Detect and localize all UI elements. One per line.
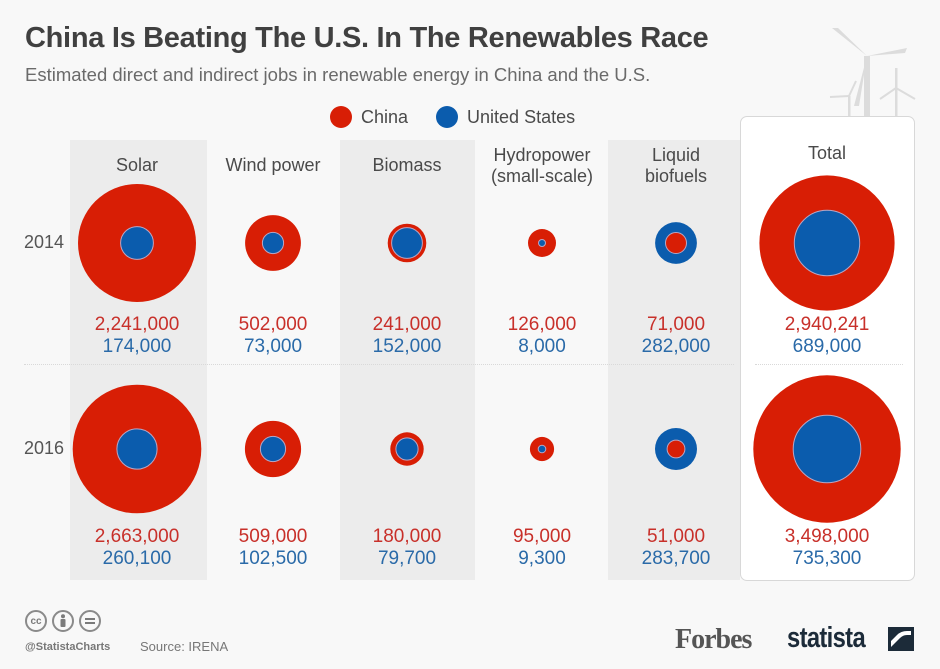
bubble-china-liquid-biofuels-2016 — [666, 439, 686, 459]
value-china-liquid-biofuels-2014: 71,000 — [646, 314, 706, 335]
value-china-liquid-biofuels-2016: 51,000 — [646, 526, 706, 547]
row-label-2016: 2016 — [24, 438, 65, 458]
legend-label-united-states: United States — [467, 106, 576, 127]
column-header-liquid-biofuels: Liquid biofuels — [644, 145, 708, 186]
value-united-states-liquid-biofuels-2016: 283,700 — [641, 548, 711, 569]
value-united-states-total-2014: 689,000 — [792, 336, 862, 357]
legend-label-china: China — [361, 106, 409, 127]
column-bg-biomass — [340, 140, 475, 580]
wind-turbine-illustration — [829, 28, 916, 121]
column-header-wind-power: Wind power — [225, 155, 321, 175]
value-china-wind-power-2014: 502,000 — [238, 314, 308, 335]
bubble-united-states-biomass-2016 — [395, 437, 419, 461]
value-united-states-biomass-2014: 152,000 — [372, 336, 442, 357]
value-china-solar-2016: 2,663,000 — [94, 526, 180, 547]
bubble-united-states-solar-2014 — [120, 226, 154, 260]
value-china-total-2016: 3,498,000 — [784, 526, 870, 547]
chart-subtitle: Estimated direct and indirect jobs in re… — [25, 64, 651, 85]
value-united-states-hydropower-small-scale-2016: 9,300 — [518, 548, 566, 569]
value-china-hydropower-small-scale-2016: 95,000 — [512, 526, 572, 547]
value-china-hydropower-small-scale-2014: 126,000 — [507, 314, 577, 335]
bubble-united-states-hydropower-small-scale-2014 — [538, 239, 546, 247]
bubble-united-states-biomass-2014 — [391, 227, 423, 259]
bubble-united-states-solar-2016 — [116, 428, 158, 470]
bubble-united-states-total-2014 — [793, 209, 861, 277]
value-united-states-solar-2014: 174,000 — [102, 336, 172, 357]
bubble-united-states-wind-power-2014 — [261, 231, 285, 255]
legend-swatch-united-states — [436, 106, 459, 128]
row-divider-total — [755, 364, 903, 365]
bubble-united-states-total-2016 — [792, 414, 862, 484]
value-united-states-total-2016: 735,300 — [792, 548, 862, 569]
attribution-icon[interactable] — [52, 610, 74, 632]
legend-item-united-states: United States — [436, 106, 575, 128]
legend-swatch-china — [330, 106, 352, 128]
legend: China United States — [330, 106, 593, 128]
value-united-states-wind-power-2014: 73,000 — [243, 336, 303, 357]
column-bg-biofuels — [608, 140, 740, 580]
cc-icon[interactable]: cc — [25, 610, 47, 632]
bubble-china-liquid-biofuels-2014 — [665, 232, 687, 254]
column-bg-wind — [207, 140, 340, 580]
statista-logo-icon — [888, 627, 914, 651]
value-united-states-solar-2016: 260,100 — [102, 548, 172, 569]
value-united-states-wind-power-2016: 102,500 — [238, 548, 308, 569]
bubble-united-states-wind-power-2016 — [259, 435, 287, 463]
source-label: Source: IRENA — [140, 639, 229, 654]
value-china-solar-2014: 2,241,000 — [94, 314, 180, 335]
forbes-logo: Forbes — [675, 624, 752, 655]
value-united-states-biomass-2016: 79,700 — [377, 548, 437, 569]
column-bg-hydro — [475, 140, 608, 580]
column-header-total: Total — [807, 143, 847, 163]
license-icons: cc — [25, 610, 101, 632]
row-divider — [24, 364, 734, 365]
value-china-biomass-2016: 180,000 — [372, 526, 442, 547]
chart-title: China Is Beating The U.S. In The Renewab… — [25, 22, 709, 54]
statista-handle[interactable]: @StatistaCharts — [25, 641, 111, 653]
value-china-wind-power-2016: 509,000 — [238, 526, 308, 547]
value-united-states-hydropower-small-scale-2014: 8,000 — [518, 336, 566, 357]
statista-logo-text: statista — [787, 622, 866, 654]
no-derivatives-icon[interactable] — [79, 610, 101, 632]
column-header-biomass: Biomass — [372, 155, 442, 175]
value-china-biomass-2014: 241,000 — [372, 314, 442, 335]
value-china-total-2014: 2,940,241 — [784, 314, 870, 335]
column-header-solar: Solar — [115, 155, 159, 175]
row-label-2014: 2014 — [24, 232, 65, 252]
column-header-hydropower-small-scale: Hydropower (small-scale) — [490, 145, 594, 186]
bubble-united-states-hydropower-small-scale-2016 — [537, 444, 547, 454]
value-united-states-liquid-biofuels-2014: 282,000 — [641, 336, 711, 357]
legend-item-china: China — [330, 106, 408, 128]
